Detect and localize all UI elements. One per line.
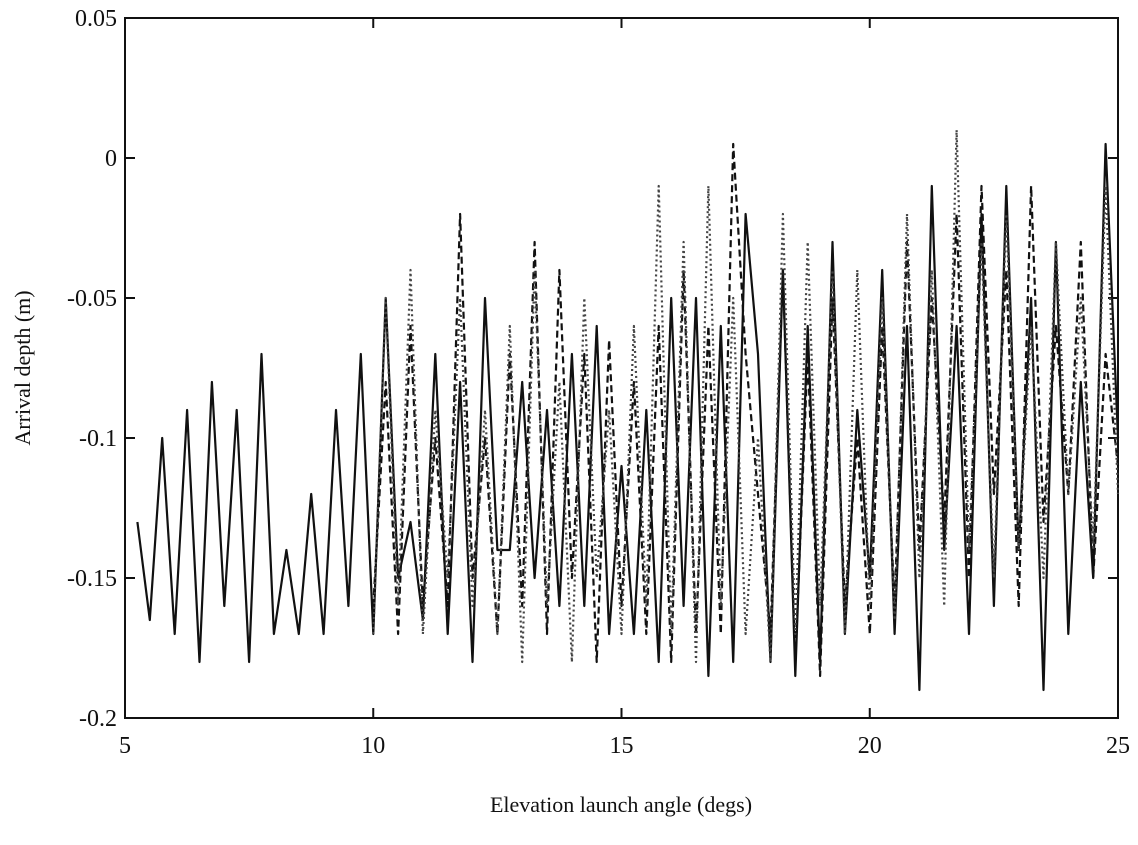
y-tick-label: -0.1 [79, 426, 117, 452]
y-tick-label: -0.15 [67, 566, 117, 592]
x-tick-label: 20 [858, 733, 882, 759]
y-tick-label: -0.05 [67, 286, 117, 312]
y-axis-label: Arrival depth (m) [10, 290, 35, 445]
x-tick-label: 10 [361, 733, 385, 759]
y-tick-label: -0.2 [79, 706, 117, 732]
series-line [372, 128, 1120, 664]
y-tick-label: 0.05 [75, 6, 117, 32]
x-tick-label: 15 [610, 733, 634, 759]
x-axis-label: Elevation launch angle (degs) [490, 792, 752, 817]
y-tick-label: 0 [105, 146, 117, 172]
series-line [136, 142, 1120, 692]
x-tick-label: 25 [1106, 733, 1130, 759]
x-tick-label: 5 [119, 733, 131, 759]
series-line [372, 142, 1120, 678]
